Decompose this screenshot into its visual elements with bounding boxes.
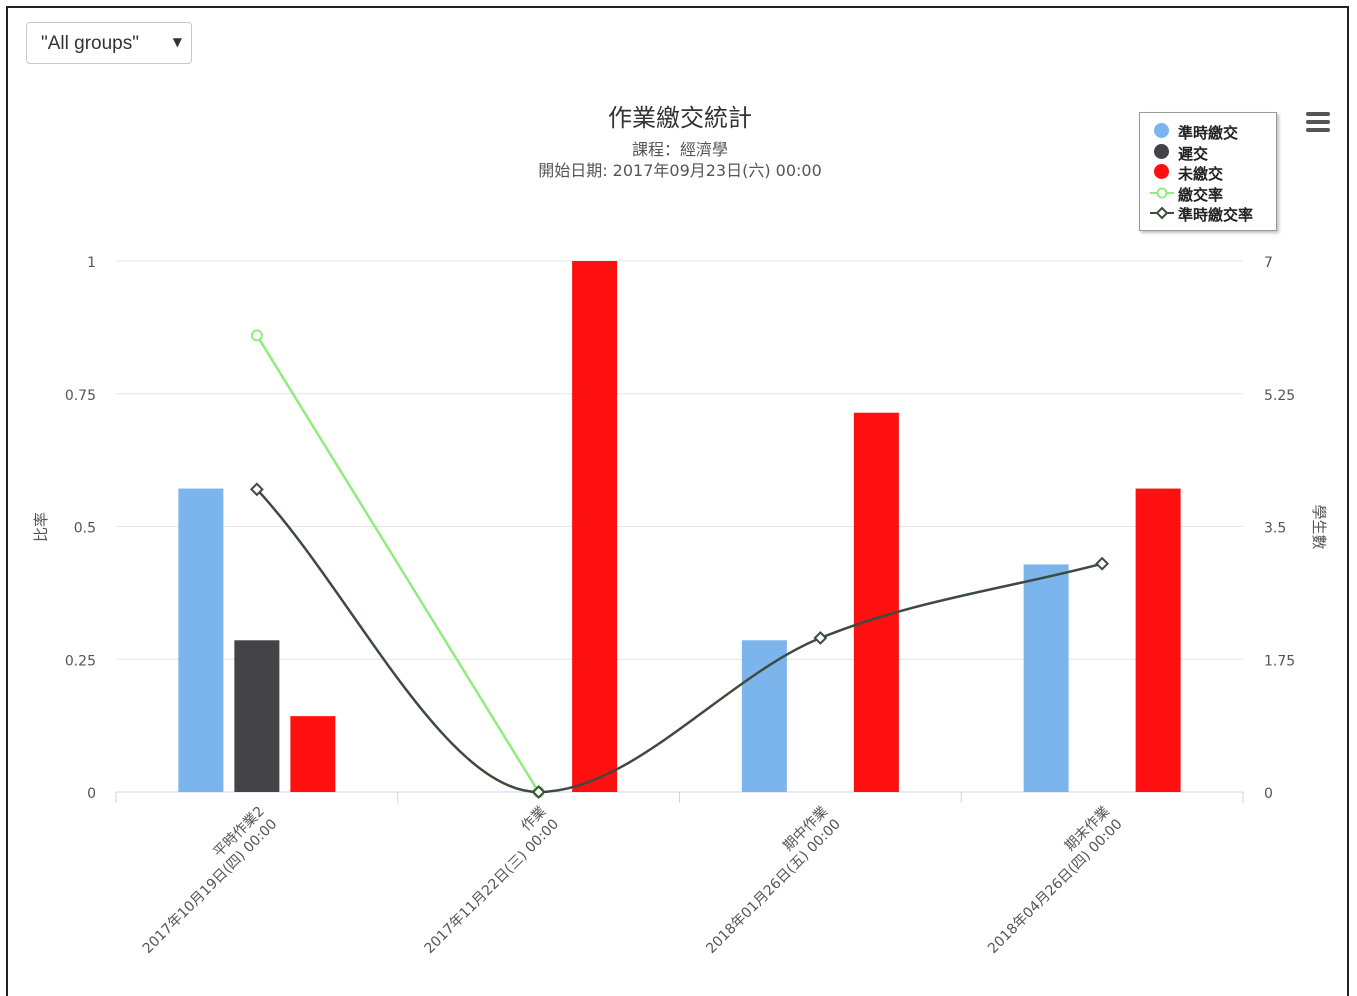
x-category-date: 2018年01月26日(五) 00:00 [703, 816, 844, 957]
legend-label: 未繳交 [1178, 165, 1224, 184]
chevron-down-icon: ▼ [172, 35, 182, 49]
bar-準時繳交[interactable] [1023, 564, 1069, 792]
bar-未繳交[interactable] [290, 716, 336, 792]
point-繳交率[interactable] [250, 329, 263, 342]
bar-未繳交[interactable] [1135, 488, 1181, 792]
legend-item[interactable]: 準時繳交 [1150, 121, 1275, 142]
legend-label: 遲交 [1178, 144, 1209, 163]
chart-title: 作業繳交統計 [608, 104, 752, 132]
y2-tick-label: 7 [1264, 255, 1273, 271]
hamburger-menu-icon[interactable] [1304, 110, 1332, 134]
y2-tick-label: 3.5 [1264, 521, 1286, 537]
bar-未繳交[interactable] [572, 261, 618, 792]
group-filter-value: "All groups" [41, 33, 139, 54]
legend-item[interactable]: 遲交 [1150, 142, 1275, 163]
point-準時繳交率[interactable] [249, 482, 264, 497]
legend-marker-icon [1150, 123, 1174, 139]
legend-marker-icon [1150, 164, 1174, 180]
legend-marker-icon [1150, 143, 1174, 160]
bar-準時繳交[interactable] [178, 488, 224, 792]
y-tick-label: 1 [87, 255, 96, 271]
chart-subtitle-start-date: 開始日期: 2017年09月23日(六) 00:00 [538, 161, 822, 180]
legend-item[interactable]: 未繳交 [1150, 162, 1275, 184]
legend-item[interactable]: 準時繳交率 [1150, 203, 1275, 225]
legend-item[interactable]: 繳交率 [1150, 183, 1275, 204]
group-filter-dropdown[interactable]: "All groups" ▼ [26, 22, 192, 64]
legend-marker-icon [1150, 205, 1174, 221]
legend-label: 繳交率 [1178, 185, 1224, 204]
chart-frame [6, 6, 1349, 996]
x-category-date: 2017年11月22日(三) 00:00 [421, 816, 562, 957]
legend-marker-icon [1150, 185, 1174, 201]
chart-legend: 準時繳交遲交未繳交 繳交率準時繳交率 [1139, 112, 1277, 231]
y2-tick-label: 1.75 [1264, 653, 1295, 669]
y-axis-label: 比率 [32, 512, 50, 542]
bar-準時繳交[interactable] [741, 640, 787, 792]
legend-label: 準時繳交 [1178, 124, 1239, 142]
point-準時繳交率[interactable] [1095, 556, 1110, 571]
y-tick-label: 0.25 [65, 653, 96, 669]
y2-axis-label: 學生數 [1310, 504, 1328, 549]
x-category-date: 2018年04月26日(四) 00:00 [985, 816, 1126, 957]
bar-未繳交[interactable] [853, 412, 899, 792]
point-準時繳交率[interactable] [531, 785, 546, 799]
y2-tick-label: 0 [1264, 786, 1273, 802]
line-準時繳交率 [255, 488, 1103, 794]
y-tick-label: 0.5 [74, 521, 96, 537]
chart-subtitle-course: 課程：經濟學 [632, 140, 728, 159]
line-繳交率 [255, 334, 540, 793]
bar-遲交[interactable] [234, 640, 280, 792]
y-tick-label: 0.75 [65, 388, 96, 404]
y2-tick-label: 5.25 [1264, 388, 1295, 404]
point-準時繳交率[interactable] [813, 631, 828, 645]
legend-label: 準時繳交率 [1178, 206, 1254, 225]
y-tick-label: 0 [87, 786, 96, 802]
x-category-date: 2017年10月19日(四) 00:00 [140, 816, 281, 957]
